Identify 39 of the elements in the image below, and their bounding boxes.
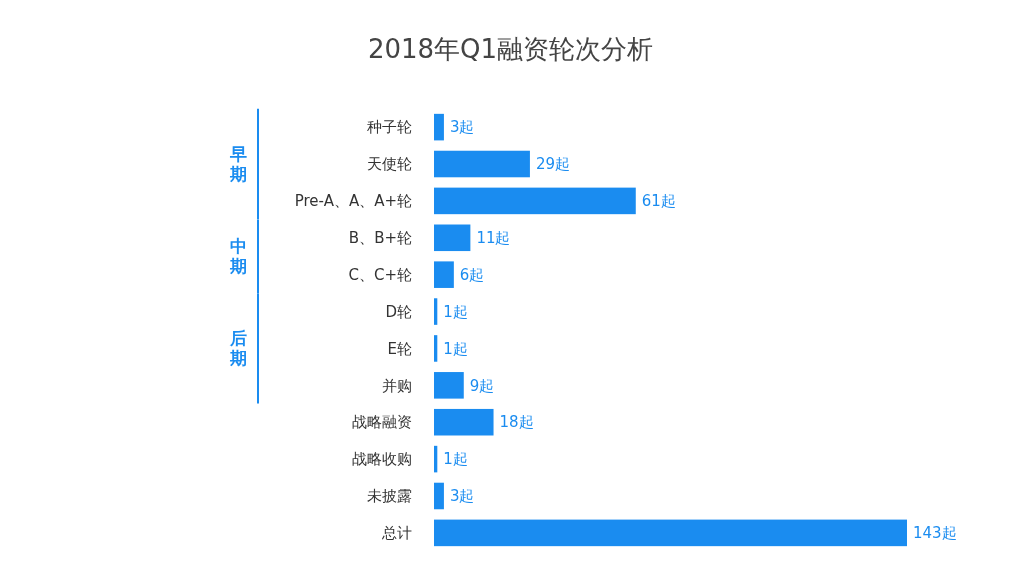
data-label: 9起 bbox=[469, 376, 495, 395]
bar bbox=[434, 187, 636, 215]
data-label: 1起 bbox=[443, 450, 468, 469]
data-label: 1起 bbox=[443, 302, 468, 321]
y-tick-label: 种子轮 bbox=[367, 118, 412, 137]
data-label: 6起 bbox=[459, 265, 485, 284]
y-tick-label: 总计 bbox=[381, 524, 412, 543]
data-label: 11起 bbox=[476, 229, 511, 248]
data-label: 29起 bbox=[535, 155, 571, 174]
bar bbox=[434, 298, 438, 325]
y-tick-label: C、C+轮 bbox=[348, 265, 412, 284]
bar bbox=[434, 224, 471, 252]
chart-title: 2018年Q1融资轮次分析 bbox=[367, 34, 654, 64]
data-label: 3起 bbox=[449, 487, 475, 506]
y-tick-label: 天使轮 bbox=[367, 155, 412, 174]
data-label: 18起 bbox=[499, 413, 534, 432]
text: 中期 bbox=[228, 236, 247, 277]
bar bbox=[434, 150, 530, 178]
data-label: 61起 bbox=[641, 192, 676, 211]
bar bbox=[434, 335, 438, 362]
bar bbox=[434, 113, 444, 141]
y-tick-label: 未披露 bbox=[367, 487, 412, 506]
data-label: 1起 bbox=[443, 339, 468, 358]
text: 后期 bbox=[228, 328, 247, 369]
y-tick-label: Pre-A、A、A+轮 bbox=[294, 192, 412, 211]
y-tick-label: D轮 bbox=[385, 302, 412, 321]
data-label: 143起 bbox=[913, 524, 957, 543]
y-tick-label: 并购 bbox=[382, 376, 412, 395]
y-tick-label: E轮 bbox=[387, 339, 412, 358]
data-label: 3起 bbox=[449, 118, 475, 137]
bar bbox=[434, 482, 444, 510]
bar bbox=[434, 372, 464, 399]
bar bbox=[434, 519, 907, 547]
y-tick-label: 战略融资 bbox=[352, 413, 412, 432]
bar bbox=[434, 408, 494, 436]
y-tick-label: B、B+轮 bbox=[348, 229, 412, 248]
bar bbox=[434, 261, 454, 288]
text: 早期 bbox=[228, 143, 247, 184]
y-tick-label: 战略收购 bbox=[352, 450, 412, 469]
